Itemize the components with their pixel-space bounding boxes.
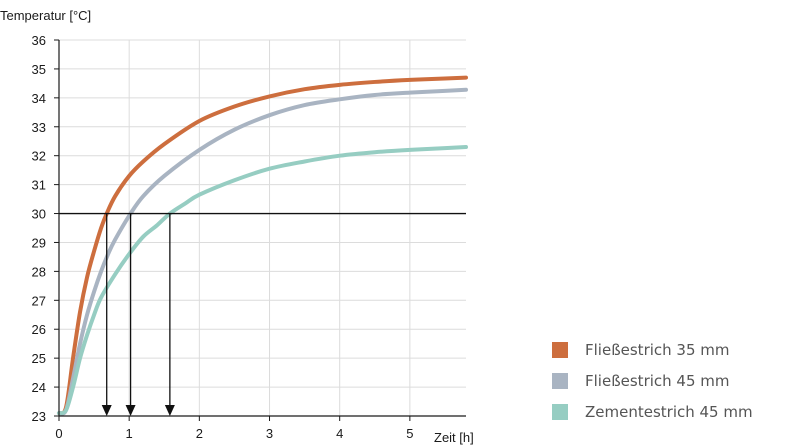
- tick-label-y-28: 28: [32, 264, 46, 279]
- marker-arrow-0: [101, 405, 112, 416]
- series-line-0: [57, 75, 468, 416]
- tick-label-y-29: 29: [32, 235, 46, 250]
- tick-label-y-34: 34: [32, 91, 46, 106]
- x-axis-title: Zeit [h]: [434, 430, 474, 445]
- legend-label-fliessestrich-45: Fließestrich 45 mm: [585, 371, 730, 390]
- tick-label-y-30: 30: [32, 207, 46, 222]
- tick-label-y-25: 25: [32, 351, 46, 366]
- tick-label-y-36: 36: [32, 33, 46, 48]
- series-line-2: [57, 145, 468, 416]
- marker-layer: [59, 212, 466, 416]
- tick-label-y-26: 26: [32, 322, 46, 337]
- marker-arrow-1: [125, 405, 136, 416]
- legend-swatch-zementestrich-45: [552, 403, 568, 420]
- series-line-1: [57, 87, 468, 416]
- tick-label-y-24: 24: [32, 380, 46, 395]
- tick-label-y-32: 32: [32, 149, 46, 164]
- tick-label-x-3: 3: [266, 426, 273, 441]
- tick-label-y-35: 35: [32, 62, 46, 77]
- legend-item-zementestrich-45: Zementestrich 45 mm: [552, 396, 753, 427]
- tick-label-x-5: 5: [406, 426, 413, 441]
- marker-arrow-2: [164, 405, 175, 416]
- legend-item-fliessestrich-35: Fließestrich 35 mm: [552, 334, 753, 365]
- legend-label-fliessestrich-35: Fließestrich 35 mm: [585, 340, 730, 359]
- tick-label-x-2: 2: [196, 426, 203, 441]
- legend-swatch-fliessestrich-45: [552, 372, 568, 389]
- legend-label-zementestrich-45: Zementestrich 45 mm: [585, 402, 753, 421]
- tick-label-y-27: 27: [32, 293, 46, 308]
- series-layer: [57, 75, 468, 416]
- legend-swatch-fliessestrich-35: [552, 341, 568, 358]
- tick-label-x-1: 1: [126, 426, 133, 441]
- tick-label-y-23: 23: [32, 409, 46, 424]
- grid: [59, 39, 466, 417]
- tick-label-x-4: 4: [336, 426, 343, 441]
- y-axis-title: Temperatur [°C]: [0, 8, 91, 23]
- legend-item-fliessestrich-45: Fließestrich 45 mm: [552, 365, 753, 396]
- tick-label-y-31: 31: [32, 178, 46, 193]
- legend: Fließestrich 35 mm Fließestrich 45 mm Ze…: [552, 334, 753, 427]
- tick-label-x-0: 0: [55, 426, 62, 441]
- tick-label-y-33: 33: [32, 120, 46, 135]
